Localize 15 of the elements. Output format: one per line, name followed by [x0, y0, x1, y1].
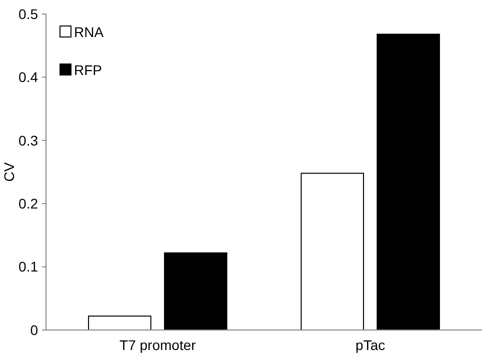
y-tick-label: 0.3: [18, 132, 38, 148]
x-tick-label: T7 promoter: [120, 337, 196, 353]
bar: [376, 34, 440, 330]
bar: [164, 252, 228, 330]
x-tick-label: pTac: [356, 337, 386, 353]
y-tick-label: 0: [30, 322, 38, 338]
legend-label: RNA: [74, 24, 104, 40]
y-tick-label: 0.5: [18, 6, 38, 22]
y-tick-label: 0.1: [18, 258, 38, 275]
bar: [88, 316, 152, 330]
y-tick-label: 0.4: [18, 69, 38, 86]
bar: [300, 172, 364, 330]
legend-label: RFP: [74, 62, 102, 78]
y-tick-label: 0.2: [18, 196, 38, 212]
y-axis-title: CV: [1, 162, 17, 182]
